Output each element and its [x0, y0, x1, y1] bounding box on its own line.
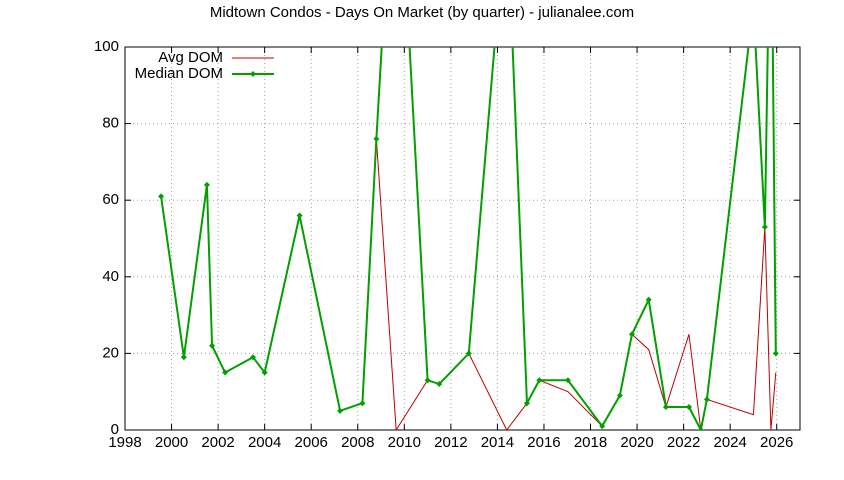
- point-marker: [645, 296, 652, 303]
- point-marker: [296, 212, 303, 219]
- plot-area: [158, 2, 779, 430]
- y-tick-label: 0: [111, 421, 119, 438]
- series-line: [160, 138, 777, 430]
- x-tick-label: 2008: [341, 434, 374, 451]
- x-tick-label: 2010: [388, 434, 421, 451]
- y-tick-label: 40: [102, 268, 119, 285]
- point-marker: [158, 193, 165, 200]
- point-marker: [536, 377, 543, 384]
- legend-marker: [250, 71, 256, 77]
- x-tick-label: 2024: [713, 434, 746, 451]
- point-marker: [203, 181, 210, 188]
- point-marker: [209, 342, 216, 349]
- point-marker: [424, 377, 431, 384]
- x-tick-label: 2020: [620, 434, 653, 451]
- point-marker: [750, 2, 756, 8]
- y-tick-label: 100: [94, 38, 119, 55]
- point-marker: [761, 224, 768, 231]
- y-tick-label: 60: [102, 191, 119, 208]
- point-marker: [337, 407, 344, 414]
- point-marker: [250, 354, 257, 361]
- point-marker: [261, 369, 268, 376]
- point-marker: [373, 135, 380, 142]
- legend-label: Avg DOM: [158, 49, 223, 66]
- x-tick-label: 2026: [760, 434, 793, 451]
- x-tick-label: 2018: [574, 434, 607, 451]
- chart-title: Midtown Condos - Days On Market (by quar…: [210, 4, 634, 21]
- x-tick-label: 2000: [155, 434, 188, 451]
- x-tick-label: 2006: [295, 434, 328, 451]
- y-tick-label: 20: [102, 344, 119, 361]
- point-marker: [685, 404, 692, 411]
- point-marker: [599, 423, 606, 430]
- point-marker: [703, 396, 710, 403]
- point-marker: [564, 377, 571, 384]
- point-marker: [523, 400, 530, 407]
- x-tick-label: 1998: [108, 434, 141, 451]
- plot-frame: [124, 46, 801, 431]
- point-marker: [180, 354, 187, 361]
- x-tick-label: 2012: [434, 434, 467, 451]
- point-marker: [465, 350, 472, 357]
- point-marker: [697, 427, 704, 430]
- x-tick-label: 2004: [248, 434, 281, 451]
- point-marker: [662, 404, 669, 411]
- x-tick-label: 2002: [201, 434, 234, 451]
- x-tick-label: 2022: [667, 434, 700, 451]
- point-marker: [628, 331, 635, 338]
- x-tick-label: 2014: [481, 434, 514, 451]
- point-marker: [772, 350, 779, 357]
- legend-label: Median DOM: [135, 65, 223, 82]
- point-marker: [616, 392, 623, 399]
- x-tick-label: 2016: [527, 434, 560, 451]
- point-marker: [436, 381, 443, 388]
- y-tick-label: 80: [102, 115, 119, 132]
- point-marker: [222, 369, 229, 376]
- point-marker: [359, 400, 366, 407]
